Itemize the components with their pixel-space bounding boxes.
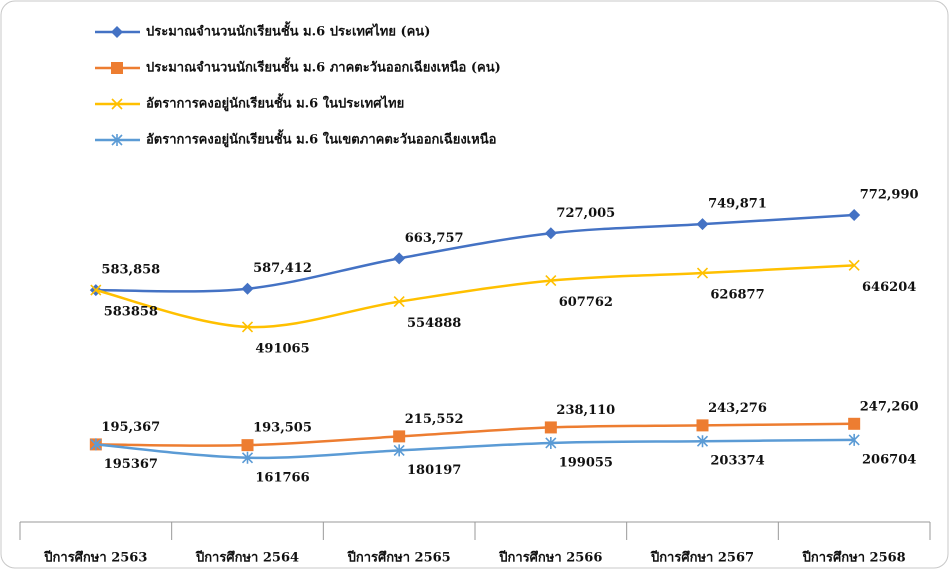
marker (241, 282, 254, 295)
x-tick-label: ปีการศึกษา 2568 (802, 550, 906, 566)
marker (696, 267, 709, 279)
legend-label: อัตราการคงอยู่นักเรียนชั้น ม.6 ในเขตภาคต… (146, 129, 496, 148)
marker (111, 26, 123, 38)
series-line (95, 422, 855, 447)
data-label: 626877 (710, 288, 764, 303)
data-label: 195367 (104, 457, 158, 472)
marker (241, 451, 254, 464)
data-label: 772,990 (860, 188, 919, 203)
data-label: 161766 (255, 470, 309, 485)
marker (90, 438, 102, 451)
marker (544, 227, 557, 240)
x-tick-label: ปีการศึกษา 2564 (195, 550, 299, 566)
data-label: 206704 (862, 452, 916, 467)
x-tick-label: ปีการศึกษา 2565 (347, 550, 451, 566)
marker (696, 218, 709, 231)
data-label: 663,757 (405, 231, 464, 246)
data-label: 491065 (255, 341, 309, 356)
data-label: 554888 (407, 316, 461, 331)
marker (241, 321, 254, 333)
marker (111, 62, 123, 74)
series-line (95, 438, 855, 460)
data-label: 193,505 (253, 421, 312, 436)
x-tick-label: ปีการศึกษา 2567 (650, 550, 754, 566)
data-label: 727,005 (556, 206, 615, 221)
marker (848, 433, 860, 446)
data-label: 583858 (104, 305, 158, 320)
data-label: 243,276 (708, 401, 767, 416)
data-label: 587,412 (253, 261, 312, 276)
data-label: 199055 (559, 455, 613, 470)
data-label: 247,260 (860, 399, 919, 414)
data-label: 180197 (407, 463, 461, 478)
marker (393, 430, 406, 443)
data-label: 238,110 (556, 403, 615, 418)
marker (696, 419, 709, 432)
marker (111, 98, 123, 110)
legend-label: ประมาณจำนวนนักเรียนชั้น ม.6 ภาคตะวันออกเ… (146, 57, 501, 76)
marker (393, 296, 405, 308)
data-label: 203374 (710, 454, 764, 469)
data-label: 215,552 (405, 412, 464, 427)
marker (848, 417, 861, 430)
marker (696, 435, 709, 448)
marker (545, 275, 557, 287)
x-tick-label: ปีการศึกษา 2566 (498, 550, 602, 566)
series-line (95, 264, 855, 329)
x-tick-label: ปีการศึกษา 2563 (43, 550, 147, 566)
marker (848, 259, 860, 271)
legend-label: ประมาณจำนวนนักเรียนชั้น ม.6 ประเทศไทย (ค… (146, 21, 430, 40)
data-label: 583,858 (101, 263, 160, 278)
data-label: 607762 (559, 295, 613, 310)
data-label: 749,871 (708, 197, 767, 212)
marker (241, 439, 254, 452)
marker (393, 444, 405, 457)
marker (848, 209, 861, 221)
legend-label: อัตราการคงอยู่นักเรียนชั้น ม.6 ในประเทศไ… (146, 93, 404, 112)
marker (111, 134, 123, 146)
marker (393, 252, 406, 265)
data-label: 646204 (862, 280, 916, 295)
data-label: 195,367 (101, 420, 160, 435)
marker (544, 421, 557, 434)
series-line (95, 213, 855, 293)
marker (90, 284, 102, 296)
marker (545, 436, 557, 449)
